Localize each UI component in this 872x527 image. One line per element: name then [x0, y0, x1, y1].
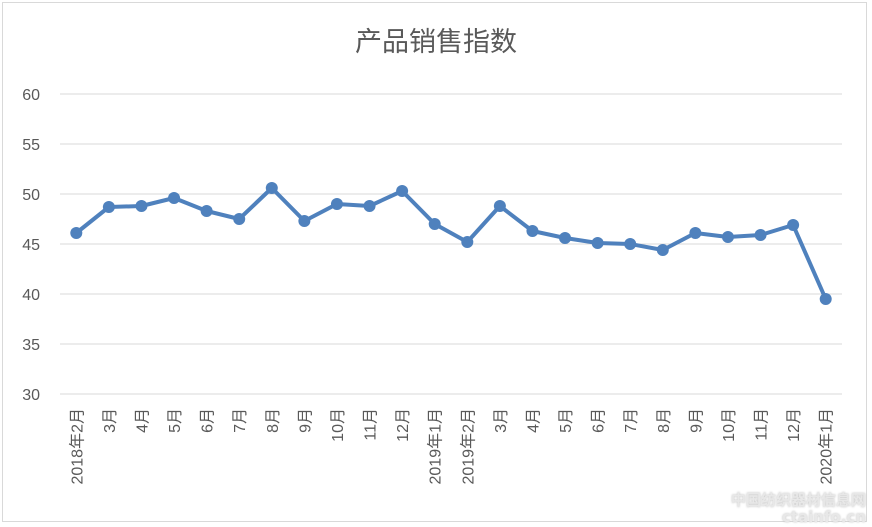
data-point: [754, 229, 767, 241]
data-point: [233, 213, 246, 225]
data-point: [200, 205, 213, 217]
data-point: [396, 185, 409, 197]
data-point: [721, 231, 734, 243]
x-tick-label: 6月: [200, 408, 217, 433]
x-tick-label: 9月: [688, 408, 705, 433]
x-tick-label: 8月: [265, 408, 282, 433]
y-tick-label: 55: [22, 137, 40, 154]
data-point: [102, 201, 115, 213]
y-tick-label: 50: [22, 187, 40, 204]
x-tick-label: 9月: [297, 408, 314, 433]
x-tick-label: 2019年2月: [459, 408, 477, 485]
x-tick-label: 12月: [786, 408, 803, 442]
data-point: [689, 227, 702, 239]
x-tick-label: 12月: [395, 408, 412, 442]
y-axis-ticks: 30 35 40 45 50 55 60: [22, 87, 40, 404]
data-point: [787, 219, 800, 231]
data-point: [819, 293, 832, 305]
x-tick-label: 10月: [330, 408, 347, 442]
data-point: [493, 200, 506, 212]
data-point: [330, 198, 343, 210]
x-tick-label: 3月: [493, 408, 510, 433]
y-tick-label: 60: [22, 87, 40, 104]
x-tick-label: 11月: [754, 408, 771, 441]
chart-frame: [2, 2, 867, 522]
data-point: [135, 200, 148, 212]
watermark-site-name: 中国纺织器材信息网: [730, 491, 866, 509]
data-point: [624, 238, 637, 250]
data-point: [428, 218, 441, 230]
x-tick-label: 3月: [102, 408, 119, 433]
x-tick-label: 7月: [232, 408, 249, 433]
data-point: [70, 227, 83, 239]
x-tick-label: 10月: [721, 408, 738, 442]
y-tick-label: 40: [22, 287, 40, 304]
x-tick-label: 5月: [558, 408, 575, 433]
watermark-url: ctainfo.cn: [781, 507, 866, 526]
y-tick-label: 30: [22, 387, 40, 404]
data-point: [591, 237, 604, 249]
data-point: [526, 225, 539, 237]
data-point: [656, 244, 669, 256]
x-tick-label: 7月: [623, 408, 640, 433]
series: [70, 182, 832, 305]
x-tick-label: 11月: [363, 408, 380, 441]
watermark: 中国纺织器材信息网 ctainfo.cn: [731, 492, 866, 525]
gridlines: [60, 93, 842, 395]
x-tick-label: 2019年1月: [427, 408, 445, 485]
data-point: [461, 236, 474, 248]
x-tick-label: 2020年1月: [818, 408, 836, 485]
x-tick-label: 5月: [167, 408, 184, 433]
data-point: [265, 182, 278, 194]
x-tick-label: 8月: [656, 408, 673, 433]
y-tick-label: 35: [22, 337, 40, 354]
x-tick-label: 4月: [525, 408, 542, 433]
x-tick-label: 6月: [591, 408, 608, 433]
data-point: [559, 232, 572, 244]
x-tick-label: 2018年2月: [68, 408, 86, 485]
y-tick-label: 45: [22, 237, 40, 254]
x-axis-ticks: 2018年2月 3月 4月 5月 6月 7月 8月 9月 10月 11月 12月 2019年1月 201…: [68, 408, 835, 485]
data-point: [363, 200, 376, 212]
data-point: [298, 215, 311, 227]
x-tick-label: 4月: [134, 408, 151, 433]
chart-title: 产品销售指数: [355, 27, 517, 58]
data-point: [168, 192, 181, 204]
